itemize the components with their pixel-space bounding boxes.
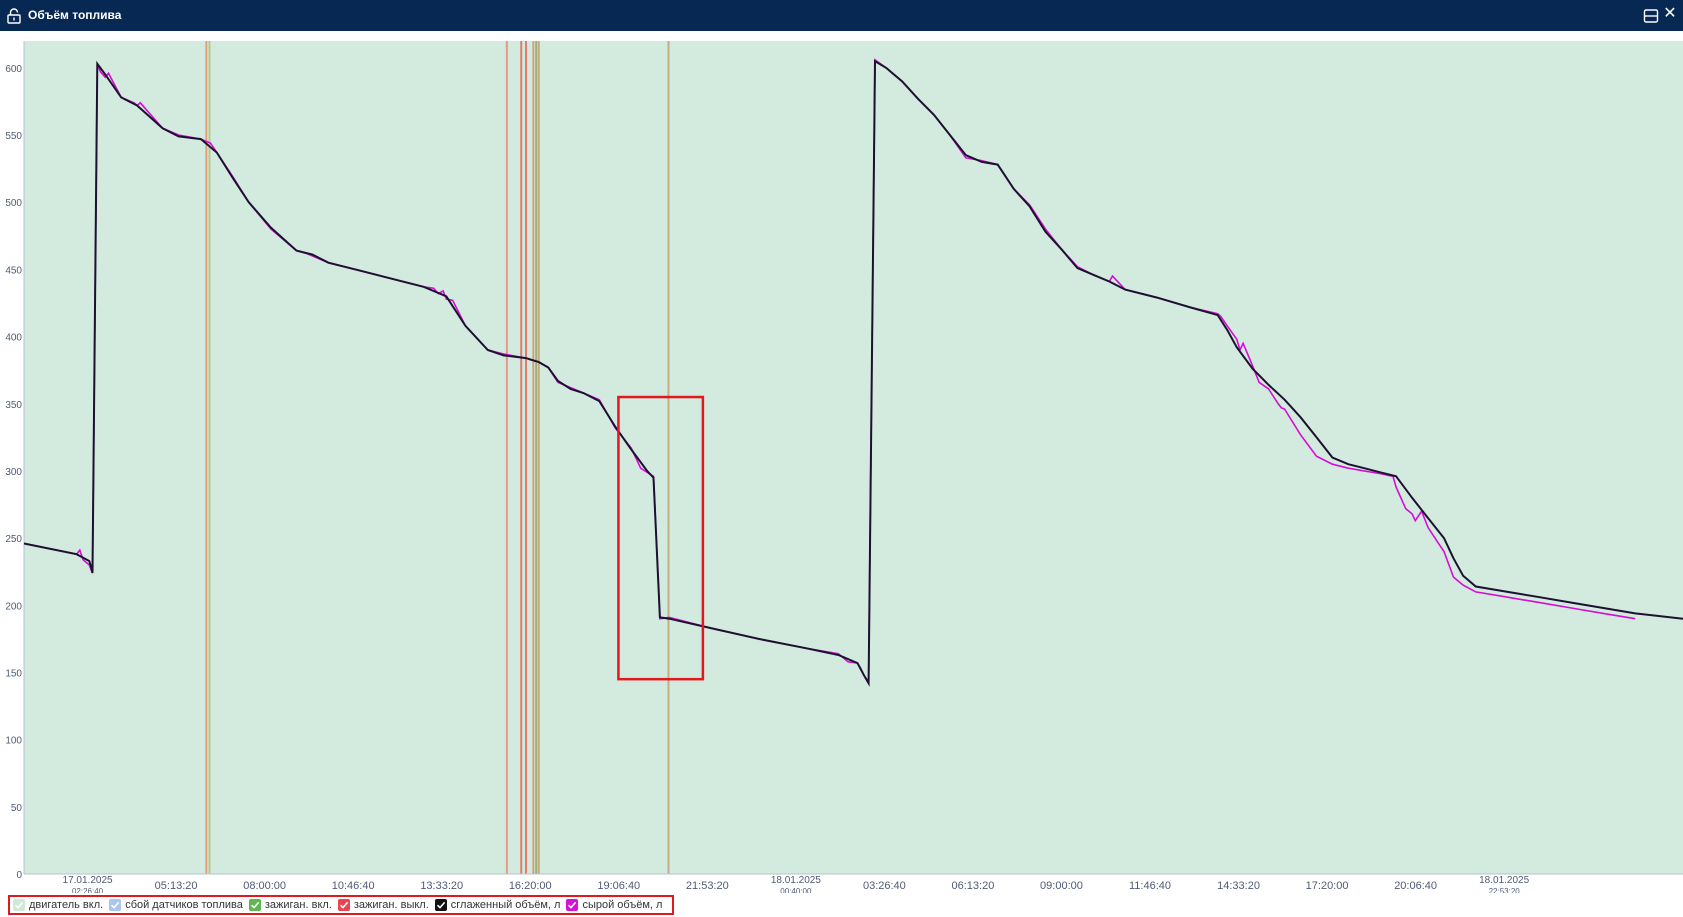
legend-item[interactable]: зажиган. выкл. xyxy=(337,899,429,911)
plot-area xyxy=(24,41,1683,874)
x-tick-label: 03:26:40 xyxy=(863,880,906,892)
x-tick-label: 14:33:20 xyxy=(1217,880,1260,892)
y-tick-label: 400 xyxy=(5,333,22,344)
legend-checkbox-icon[interactable] xyxy=(13,899,25,911)
y-tick-label: 50 xyxy=(11,803,23,814)
y-tick-label: 550 xyxy=(5,131,22,142)
legend-item[interactable]: сырой объём, л xyxy=(566,899,662,911)
x-tick-time: 22:53:20 xyxy=(1489,887,1521,893)
y-tick-label: 500 xyxy=(5,198,22,209)
close-icon[interactable]: ✕ xyxy=(1663,5,1677,22)
layout-icon[interactable] xyxy=(1643,8,1659,24)
window-titlebar: Объём топлива ✕ xyxy=(0,0,1683,31)
x-tick-label: 19:06:40 xyxy=(597,880,640,892)
y-tick-label: 600 xyxy=(5,64,22,75)
x-tick-label: 06:13:20 xyxy=(952,880,995,892)
x-tick-label: 11:46:40 xyxy=(1129,880,1171,892)
x-tick-label: 08:00:00 xyxy=(243,880,286,892)
legend-label: зажиган. вкл. xyxy=(264,899,332,911)
x-tick-label: 20:06:40 xyxy=(1394,880,1437,892)
legend-label: сглаженный объём, л xyxy=(450,899,561,911)
smoothed-volume-line xyxy=(23,59,1683,687)
legend-label: двигатель вкл. xyxy=(29,899,104,911)
x-tick-time: 02:26:40 xyxy=(72,887,104,893)
y-tick-label: 100 xyxy=(5,736,22,747)
legend-label: сырой объём, л xyxy=(582,899,663,911)
legend-item[interactable]: сбой датчиков топлива xyxy=(109,899,243,911)
x-tick-time: 00:40:00 xyxy=(780,887,812,893)
y-tick-label: 450 xyxy=(5,265,22,276)
x-tick-label: 10:46:40 xyxy=(332,880,375,892)
x-tick-label: 21:53:20 xyxy=(686,880,729,892)
x-tick-label: 16:20:00 xyxy=(509,880,552,892)
ignition-markers xyxy=(205,41,670,874)
fuel-chart[interactable]: 0 50 100 150 200 250 300 350 400 450 500 550 600 17.… xyxy=(0,31,1683,893)
x-tick-date: 18.01.2025 xyxy=(771,875,821,886)
legend-item[interactable]: сглаженный объём, л xyxy=(434,899,561,911)
x-tick-label: 13:33:20 xyxy=(420,880,463,892)
legend-checkbox-icon[interactable] xyxy=(109,899,122,911)
x-tick-label: 05:13:20 xyxy=(155,880,198,892)
x-tick-date: 17.01.2025 xyxy=(63,875,113,886)
y-tick-label: 200 xyxy=(5,601,22,612)
y-tick-label: 300 xyxy=(5,467,22,478)
highlight-box xyxy=(617,395,705,681)
window-title: Объём топлива xyxy=(28,8,122,22)
legend-label: сбой датчиков топлива xyxy=(125,899,243,911)
y-tick-label: 150 xyxy=(5,668,22,679)
legend-checkbox-icon[interactable] xyxy=(566,899,579,911)
legend-checkbox-icon[interactable] xyxy=(434,899,447,911)
y-tick-label: 350 xyxy=(5,400,22,411)
legend-item[interactable]: зажиган. вкл. xyxy=(248,899,332,911)
legend-label: зажиган. выкл. xyxy=(353,899,429,911)
legend: двигатель вкл. сбой датчиков топлива зажиг… xyxy=(8,895,675,915)
y-tick-label: 0 xyxy=(16,870,22,881)
x-tick-date: 18.01.2025 xyxy=(1479,875,1529,886)
x-tick-label: 17:20:00 xyxy=(1306,880,1349,892)
y-axis: 0 50 100 150 200 250 300 350 400 450 500 550 600 xyxy=(5,41,25,881)
legend-checkbox-icon[interactable] xyxy=(248,899,261,911)
y-tick-label: 250 xyxy=(5,534,22,545)
x-tick-label: 09:00:00 xyxy=(1040,880,1083,892)
lock-icon[interactable] xyxy=(7,8,21,24)
legend-item[interactable]: двигатель вкл. xyxy=(13,899,103,911)
legend-checkbox-icon[interactable] xyxy=(337,899,350,911)
